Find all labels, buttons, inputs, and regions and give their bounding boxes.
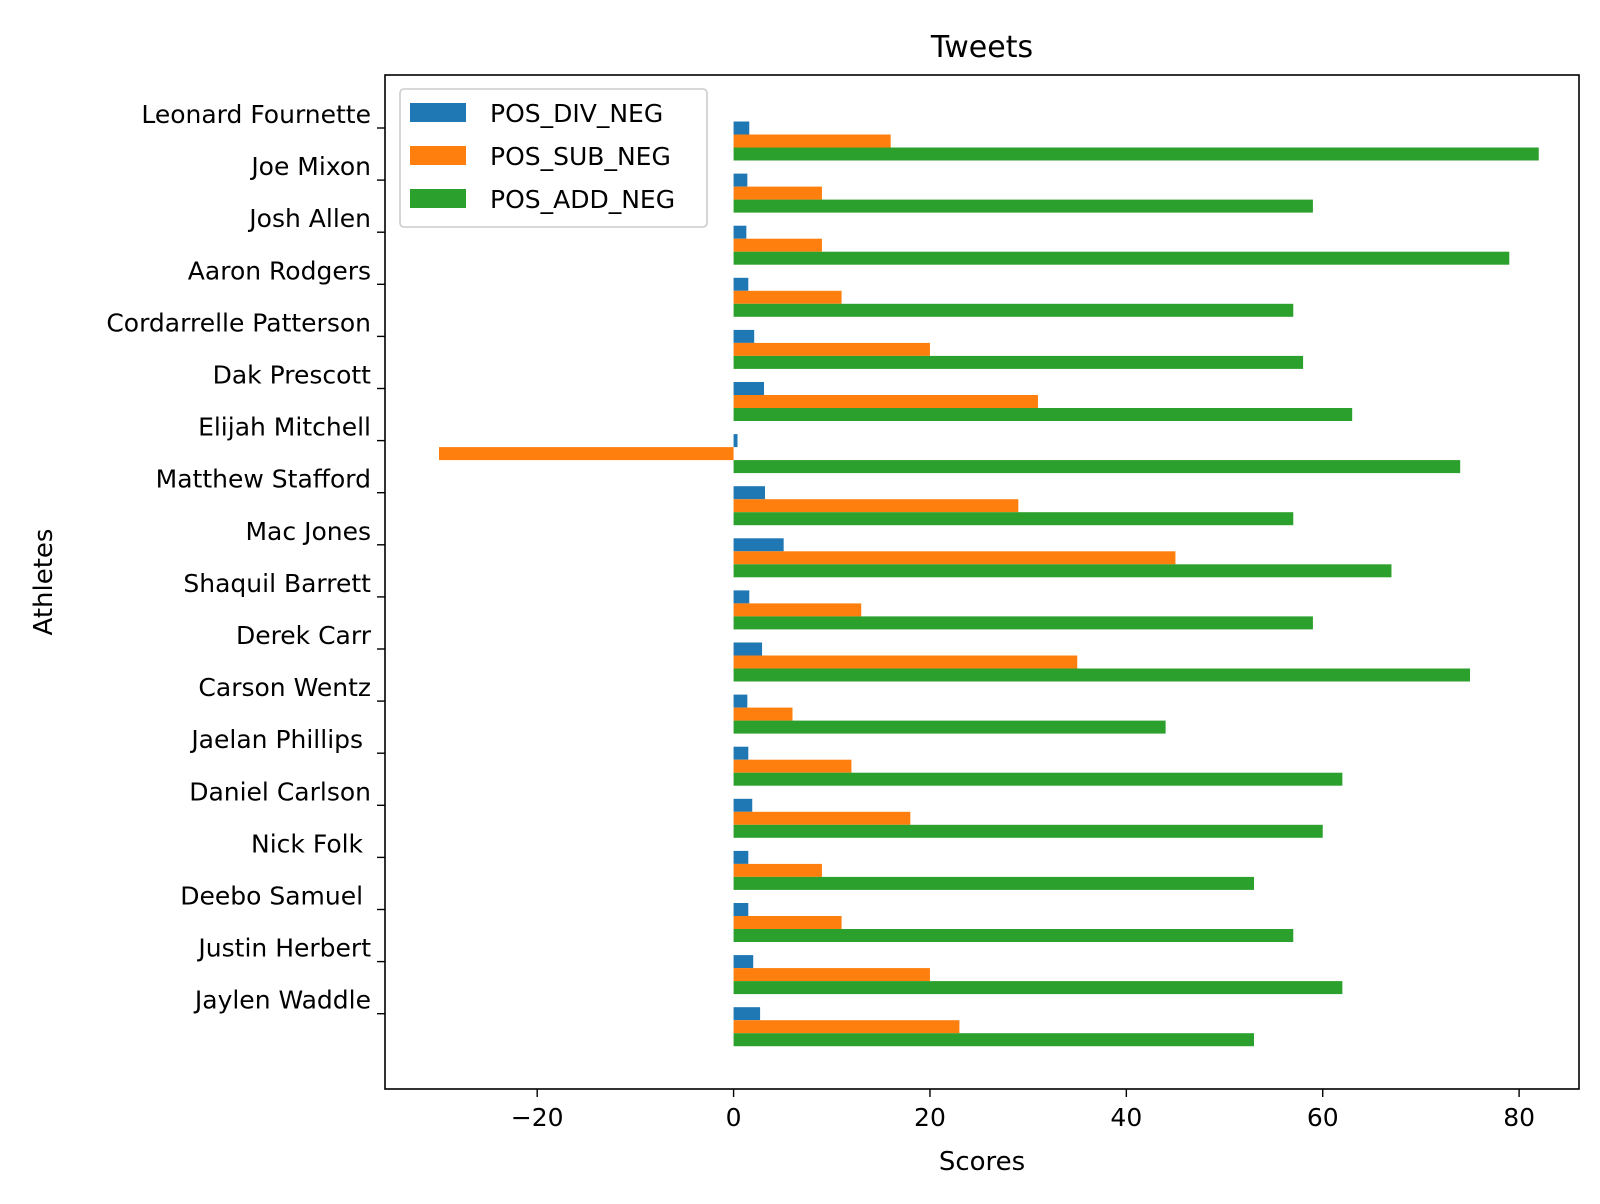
bar-pos-sub-neg-deebo-samuel bbox=[733, 916, 842, 929]
x-tick-label: 20 bbox=[914, 1103, 946, 1132]
chart-title: Tweets bbox=[930, 30, 1033, 65]
legend-swatch-pos-add-neg bbox=[410, 189, 466, 208]
y-tick-label-aaron-rodgers: Aaron Rodgers bbox=[188, 256, 371, 285]
bar-pos-div-neg-jaelan-phillips bbox=[733, 746, 749, 760]
bar-pos-add-neg-leonard-fournette bbox=[733, 147, 1539, 161]
bar-pos-add-neg-nick-folk bbox=[733, 876, 1254, 890]
bar-pos-div-neg-nick-folk bbox=[733, 850, 749, 864]
bar-pos-sub-neg-leonard-fournette bbox=[733, 134, 891, 148]
bar-pos-sub-neg-justin-herbert bbox=[733, 968, 930, 982]
bar-pos-add-neg-aaron-rodgers bbox=[733, 303, 1294, 317]
bar-pos-sub-neg-elijah-mitchell bbox=[439, 447, 734, 461]
y-tick-label-cordarrelle-patterson: Cordarrelle Patterson bbox=[106, 308, 371, 337]
y-tick-label-elijah-mitchell: Elijah Mitchell bbox=[198, 413, 371, 442]
bar-pos-div-neg-shaquil-barrett bbox=[733, 590, 750, 604]
bar-pos-add-neg-cordarrelle-patterson bbox=[733, 355, 1304, 369]
x-axis-label: Scores bbox=[939, 1147, 1025, 1177]
bar-pos-div-neg-leonard-fournette bbox=[733, 121, 750, 135]
bar-pos-add-neg-deebo-samuel bbox=[733, 929, 1294, 942]
bar-pos-add-neg-jaelan-phillips bbox=[733, 772, 1343, 786]
bar-pos-sub-neg-mac-jones bbox=[733, 551, 1176, 565]
x-tick-label: 0 bbox=[726, 1103, 742, 1132]
bar-pos-div-neg-justin-herbert bbox=[733, 955, 754, 969]
x-tick-label: 60 bbox=[1307, 1103, 1339, 1132]
y-tick-label-derek-carr: Derek Carr bbox=[236, 621, 372, 650]
bar-pos-sub-neg-matthew-stafford bbox=[733, 499, 1019, 513]
legend-swatch-pos-sub-neg bbox=[410, 146, 466, 165]
bar-pos-div-neg-joe-mixon bbox=[733, 173, 748, 187]
bar-pos-div-neg-cordarrelle-patterson bbox=[733, 329, 755, 343]
x-tick-label: 80 bbox=[1503, 1103, 1535, 1132]
y-axis: Leonard Fournette Joe Mixon Josh Allen Aaro… bbox=[106, 100, 385, 1015]
bar-pos-div-neg-josh-allen bbox=[733, 225, 747, 239]
bar-pos-add-neg-dak-prescott bbox=[733, 408, 1353, 421]
bar-pos-add-neg-joe-mixon bbox=[733, 199, 1313, 213]
bar-pos-add-neg-daniel-carlson bbox=[733, 824, 1323, 838]
bar-pos-sub-neg-daniel-carlson bbox=[733, 811, 911, 825]
x-tick-label: 40 bbox=[1110, 1103, 1142, 1132]
y-tick-label-mac-jones: Mac Jones bbox=[245, 517, 371, 546]
bar-pos-sub-neg-jaylen-waddle bbox=[733, 1020, 960, 1034]
y-tick-label-justin-herbert: Justin Herbert bbox=[196, 934, 371, 963]
y-tick-label-jaylen-waddle: Jaylen Waddle bbox=[193, 986, 371, 1015]
bar-pos-div-neg-daniel-carlson bbox=[733, 798, 753, 812]
bar-pos-div-neg-jaylen-waddle bbox=[733, 1007, 761, 1021]
y-axis-label: Athletes bbox=[29, 529, 59, 636]
y-tick-label-carson-wentz: Carson Wentz bbox=[198, 673, 371, 702]
y-tick-label-joe-mixon: Joe Mixon bbox=[249, 152, 371, 181]
legend-label-pos-add-neg: POS_ADD_NEG bbox=[490, 185, 675, 214]
bar-pos-sub-neg-jaelan-phillips bbox=[733, 759, 852, 773]
x-axis: −20 0 20 40 60 80 bbox=[511, 1089, 1535, 1132]
bar-pos-sub-neg-aaron-rodgers bbox=[733, 290, 842, 304]
y-tick-label-josh-allen: Josh Allen bbox=[247, 204, 371, 233]
legend-swatch-pos-div-neg bbox=[410, 103, 466, 122]
bar-pos-div-neg-aaron-rodgers bbox=[733, 277, 749, 291]
legend-label-pos-sub-neg: POS_SUB_NEG bbox=[490, 142, 671, 171]
y-tick-label-nick-folk: Nick Folk bbox=[251, 829, 371, 858]
y-tick-label-dak-prescott: Dak Prescott bbox=[213, 361, 372, 390]
y-tick-label-matthew-stafford: Matthew Stafford bbox=[156, 465, 371, 494]
bar-pos-sub-neg-derek-carr bbox=[733, 655, 1078, 669]
bar-pos-div-neg-carson-wentz bbox=[733, 694, 748, 708]
bar-pos-div-neg-mac-jones bbox=[733, 538, 784, 552]
y-tick-label-leonard-fournette: Leonard Fournette bbox=[141, 100, 371, 129]
y-tick-label-jaelan-phillips: Jaelan Phillips bbox=[189, 725, 371, 754]
bar-pos-sub-neg-shaquil-barrett bbox=[733, 603, 862, 617]
bar-pos-add-neg-matthew-stafford bbox=[733, 512, 1294, 526]
y-tick-label-shaquil-barrett: Shaquil Barrett bbox=[183, 569, 371, 598]
bar-pos-add-neg-jaylen-waddle bbox=[733, 1033, 1254, 1047]
y-tick-label-daniel-carlson: Daniel Carlson bbox=[189, 777, 371, 806]
bar-pos-add-neg-shaquil-barrett bbox=[733, 616, 1313, 630]
x-tick-label: −20 bbox=[511, 1103, 564, 1132]
plot-frame bbox=[384, 74, 1580, 1090]
bar-pos-sub-neg-dak-prescott bbox=[733, 395, 1038, 408]
bar-pos-sub-neg-nick-folk bbox=[733, 863, 822, 877]
legend: POS_DIV_NEG POS_SUB_NEG POS_ADD_NEG bbox=[399, 88, 708, 228]
bar-pos-div-neg-deebo-samuel bbox=[733, 903, 749, 916]
bar-pos-div-neg-elijah-mitchell bbox=[733, 434, 738, 448]
bar-pos-div-neg-derek-carr bbox=[733, 642, 763, 656]
legend-label-pos-div-neg: POS_DIV_NEG bbox=[490, 99, 663, 128]
bar-pos-add-neg-elijah-mitchell bbox=[733, 460, 1461, 474]
bar-pos-sub-neg-cordarrelle-patterson bbox=[733, 342, 930, 356]
bar-pos-add-neg-josh-allen bbox=[733, 251, 1510, 265]
bar-pos-sub-neg-carson-wentz bbox=[733, 707, 793, 721]
bar-pos-sub-neg-joe-mixon bbox=[733, 186, 822, 200]
bar-pos-add-neg-justin-herbert bbox=[733, 981, 1343, 995]
bar-pos-add-neg-mac-jones bbox=[733, 564, 1392, 578]
bar-pos-add-neg-carson-wentz bbox=[733, 720, 1166, 734]
y-tick-label-deebo-samuel: Deebo Samuel bbox=[180, 882, 371, 911]
bar-pos-div-neg-matthew-stafford bbox=[733, 486, 765, 500]
bar-pos-div-neg-dak-prescott bbox=[733, 382, 765, 395]
bars-layer bbox=[439, 121, 1539, 1047]
bar-pos-sub-neg-josh-allen bbox=[733, 238, 822, 252]
bar-pos-add-neg-derek-carr bbox=[733, 668, 1471, 682]
legend-box bbox=[399, 88, 708, 228]
